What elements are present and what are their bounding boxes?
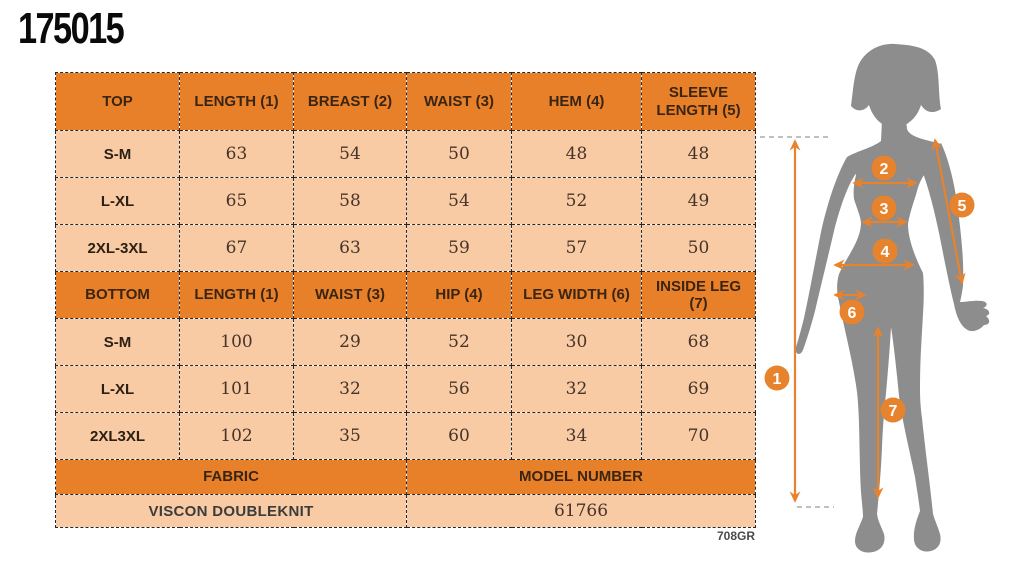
measure-value: 50 <box>641 224 756 272</box>
measure-value: 50 <box>406 130 512 178</box>
marker-badge-5: 5 <box>949 192 975 218</box>
column-header-hem: HEM (4) <box>511 72 642 131</box>
marker-number: 6 <box>848 305 857 322</box>
marker-badge-4: 4 <box>872 238 898 264</box>
size-label: L-XL <box>55 365 180 413</box>
measure-value: 30 <box>511 318 642 366</box>
measure-value: 32 <box>293 365 407 413</box>
measure-value: 56 <box>406 365 512 413</box>
table-row: L-XL 65 58 54 52 49 <box>55 177 756 225</box>
measure-value: 67 <box>179 224 294 272</box>
measure-value: 52 <box>511 177 642 225</box>
measure-value: 48 <box>511 130 642 178</box>
measurement-figure-svg: 1 2 3 4 5 6 7 <box>760 43 990 553</box>
size-label: S-M <box>55 318 180 366</box>
marker-badge-7: 7 <box>880 397 906 423</box>
measure-value: 32 <box>511 365 642 413</box>
marker-badge-3: 3 <box>871 195 897 221</box>
table-row: S-M 63 54 50 48 48 <box>55 130 756 178</box>
size-label: 2XL3XL <box>55 412 180 460</box>
marker-number: 4 <box>881 244 890 261</box>
column-header-waist: WAIST (3) <box>293 271 407 319</box>
table-row: 2XL-3XL 67 63 59 57 50 <box>55 224 756 272</box>
marker-number: 2 <box>880 161 889 178</box>
measure-value: 59 <box>406 224 512 272</box>
column-header-inside-leg: INSIDE LEG (7) <box>641 271 756 319</box>
measure-value: 69 <box>641 365 756 413</box>
table-row: L-XL 101 32 56 32 69 <box>55 365 756 413</box>
measure-value: 60 <box>406 412 512 460</box>
measure-value: 49 <box>641 177 756 225</box>
measure-value: 48 <box>641 130 756 178</box>
measure-value: 34 <box>511 412 642 460</box>
table-row: S-M 100 29 52 30 68 <box>55 318 756 366</box>
silhouette-head <box>851 43 941 128</box>
female-silhouette <box>795 43 990 553</box>
table-row: 2XL3XL 102 35 60 34 70 <box>55 412 756 460</box>
measure-value: 100 <box>179 318 294 366</box>
column-header-leg-width: LEG WIDTH (6) <box>511 271 642 319</box>
fabric-header: FABRIC <box>55 459 407 495</box>
measure-value: 70 <box>641 412 756 460</box>
top-header-row: TOP LENGTH (1) BREAST (2) WAIST (3) HEM … <box>55 72 756 131</box>
size-chart-table: TOP LENGTH (1) BREAST (2) WAIST (3) HEM … <box>55 72 756 528</box>
arrow-5-sleeve <box>931 138 966 285</box>
measure-value: 35 <box>293 412 407 460</box>
column-header-length: LENGTH (1) <box>179 72 294 131</box>
fabric-value: VISCON DOUBLEKNIT <box>55 494 407 528</box>
column-header-top: TOP <box>55 72 180 131</box>
column-header-hip: HIP (4) <box>406 271 512 319</box>
marker-number: 7 <box>889 403 898 420</box>
column-header-sleeve-length: SLEEVE LENGTH (5) <box>641 72 756 131</box>
model-number-value: 61766 <box>406 494 756 528</box>
measure-value: 57 <box>511 224 642 272</box>
silhouette-left-arm <box>795 157 857 354</box>
fabric-value-row: VISCON DOUBLEKNIT 61766 <box>55 494 756 528</box>
column-header-waist: WAIST (3) <box>406 72 512 131</box>
style-code-note: 708GR <box>716 529 755 543</box>
measure-value: 63 <box>179 130 294 178</box>
measure-value: 58 <box>293 177 407 225</box>
product-code: 175015 <box>18 4 125 53</box>
measurement-arrows <box>789 138 966 503</box>
marker-number: 5 <box>958 198 967 215</box>
marker-badge-1: 1 <box>764 365 790 391</box>
marker-badge-2: 2 <box>871 155 897 181</box>
marker-number: 3 <box>880 201 889 218</box>
measure-value: 29 <box>293 318 407 366</box>
marker-badge-6: 6 <box>839 299 865 325</box>
measure-value: 65 <box>179 177 294 225</box>
fabric-header-row: FABRIC MODEL NUMBER <box>55 459 756 495</box>
size-label: L-XL <box>55 177 180 225</box>
measure-value: 101 <box>179 365 294 413</box>
bottom-header-row: BOTTOM LENGTH (1) WAIST (3) HIP (4) LEG … <box>55 271 756 319</box>
measurement-figure: 1 2 3 4 5 6 7 <box>760 0 1024 568</box>
measure-value: 54 <box>406 177 512 225</box>
column-header-bottom: BOTTOM <box>55 271 180 319</box>
measure-value: 63 <box>293 224 407 272</box>
measure-value: 54 <box>293 130 407 178</box>
measure-value: 68 <box>641 318 756 366</box>
measurement-marker-badges: 1 2 3 4 5 6 7 <box>764 155 975 423</box>
size-label: 2XL-3XL <box>55 224 180 272</box>
column-header-length: LENGTH (1) <box>179 271 294 319</box>
marker-number: 1 <box>773 371 782 388</box>
model-number-header: MODEL NUMBER <box>406 459 756 495</box>
measure-value: 102 <box>179 412 294 460</box>
size-label: S-M <box>55 130 180 178</box>
column-header-breast: BREAST (2) <box>293 72 407 131</box>
measure-value: 52 <box>406 318 512 366</box>
